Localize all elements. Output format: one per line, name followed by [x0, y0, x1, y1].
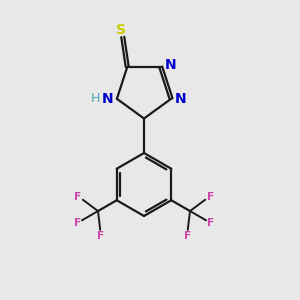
Text: N: N: [175, 92, 187, 106]
Text: H: H: [91, 92, 101, 105]
Text: N: N: [101, 92, 113, 106]
Text: F: F: [207, 218, 214, 228]
Text: F: F: [74, 218, 81, 228]
Text: F: F: [74, 192, 81, 202]
Text: F: F: [207, 192, 214, 202]
Text: N: N: [164, 58, 176, 72]
Text: S: S: [116, 23, 126, 37]
Text: F: F: [97, 231, 104, 241]
Text: F: F: [184, 231, 191, 241]
